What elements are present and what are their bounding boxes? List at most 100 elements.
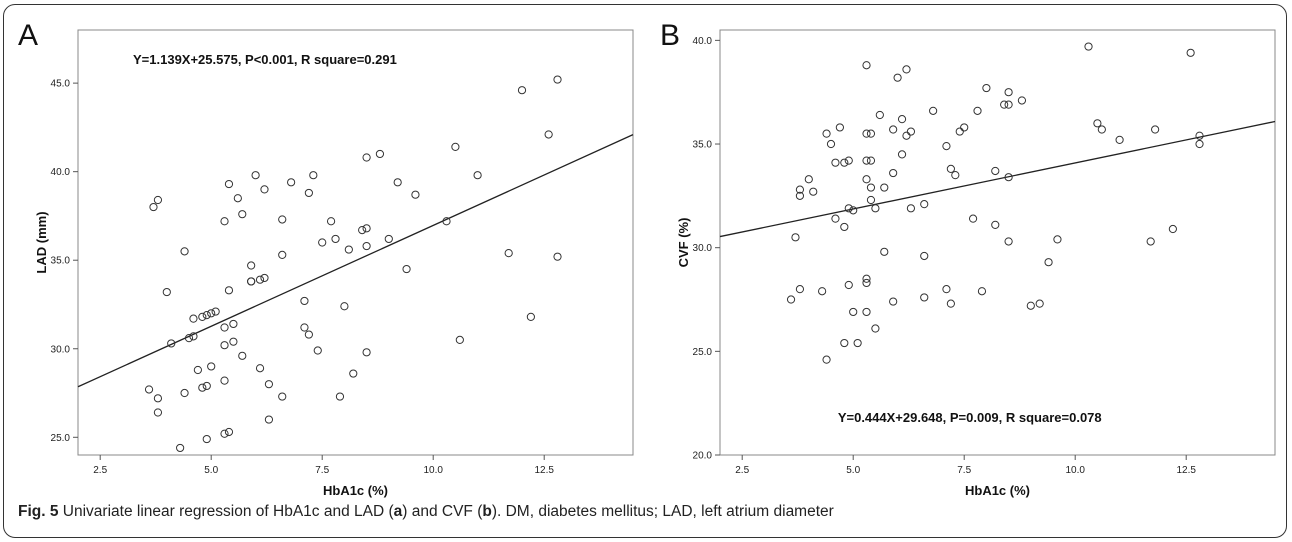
data-point-b [840, 158, 849, 167]
data-point-a [304, 330, 313, 339]
data-point-a [517, 86, 527, 95]
data-point-b [849, 307, 858, 317]
data-point-b [889, 168, 898, 178]
panel-letter-b: B [660, 19, 680, 52]
y-tick-label-b: 20.0 [693, 451, 713, 462]
data-point-a [278, 392, 287, 401]
data-point-b [844, 204, 853, 213]
caption-prefix: Fig. 5 [18, 503, 59, 520]
data-point-a [238, 210, 247, 219]
data-point-a [278, 215, 287, 224]
data-point-a [176, 443, 185, 453]
plot-area-a [77, 29, 634, 456]
data-point-b [804, 175, 813, 184]
data-point-a [264, 415, 274, 424]
data-point-b [818, 287, 827, 296]
data-point-b [835, 123, 844, 132]
data-point-a [362, 224, 371, 233]
caption-text-2: ) and CVF ( [402, 503, 483, 520]
data-point-b [786, 295, 796, 304]
data-point-a [255, 364, 265, 373]
y-axis-label-b: CVF (%) [676, 218, 691, 268]
y-tick-label-a: 25.0 [51, 433, 71, 444]
data-point-a [358, 226, 367, 235]
data-point-b [871, 204, 880, 213]
data-point-b [893, 73, 902, 82]
data-point-a [504, 249, 513, 258]
plot-area-b [719, 29, 1276, 456]
data-point-a [202, 434, 211, 444]
data-point-b [862, 129, 871, 138]
data-point-a [224, 179, 234, 189]
data-point-b [866, 156, 876, 165]
data-point-a [220, 376, 229, 385]
data-point-a [331, 234, 340, 244]
data-point-b [826, 139, 836, 149]
data-point-b [862, 61, 871, 70]
data-point-a [553, 252, 562, 261]
data-point-b [991, 166, 1000, 176]
data-point-a [451, 142, 460, 151]
data-point-b [862, 307, 871, 317]
data-point-b [906, 204, 916, 213]
data-point-a [180, 247, 189, 256]
data-point-a [318, 238, 327, 247]
data-point-a [384, 234, 393, 244]
data-point-a [229, 319, 238, 329]
caption-text-1: Univariate linear regression of HbA1c an… [58, 503, 394, 520]
x-tick-label-a: 12.5 [534, 465, 554, 476]
x-tick-label-b: 2.5 [735, 465, 749, 476]
caption-label-b: b [482, 503, 492, 520]
data-point-b [795, 191, 805, 200]
data-point-a [162, 287, 171, 297]
x-tick-label-a: 10.0 [423, 465, 443, 476]
data-point-b [1053, 235, 1062, 244]
data-point-b [862, 278, 871, 288]
data-point-b [1093, 119, 1102, 128]
regression-equation-a: Y=1.139X+25.575, P<0.001, R square=0.291 [133, 52, 397, 67]
data-point-b [880, 247, 889, 256]
data-point-b [920, 251, 929, 261]
data-point-b [866, 129, 876, 138]
x-tick-label-a: 7.5 [315, 465, 329, 476]
scatter-panel-b: 2.5 5.0 7.5 10.0 12.5 20.0 25.0 30.0 35.0 40.0 B Y=… [660, 19, 1276, 498]
data-point-b [822, 355, 831, 364]
y-axis-label-a: LAD (mm) [34, 211, 49, 273]
data-point-b [968, 214, 978, 223]
data-point-b [1044, 258, 1053, 267]
data-point-a [260, 273, 269, 283]
x-tick-label-a: 2.5 [93, 465, 107, 476]
data-point-b [866, 195, 876, 205]
caption-label-a: a [393, 503, 403, 520]
data-point-a [411, 190, 420, 199]
data-point-a [167, 339, 176, 348]
data-point-b [960, 123, 969, 132]
data-point-b [871, 324, 880, 333]
data-point-a [220, 429, 229, 438]
data-point-b [809, 187, 818, 196]
data-point-a [344, 245, 353, 254]
data-point-b [875, 110, 884, 120]
data-point-a [202, 311, 211, 320]
data-point-b [844, 156, 853, 165]
data-point-a [362, 153, 371, 162]
data-point-a [442, 217, 451, 226]
data-point-b [946, 299, 955, 308]
data-point-b [849, 206, 858, 215]
x-tick-label-b: 5.0 [846, 465, 860, 476]
data-point-a [207, 362, 216, 371]
data-point-a [553, 75, 562, 84]
data-point-b [853, 338, 862, 348]
data-point-a [326, 217, 336, 226]
data-point-a [362, 348, 371, 357]
data-point-b [1004, 88, 1013, 97]
x-axis-label-a: HbA1c (%) [323, 483, 388, 498]
data-point-b [1097, 125, 1106, 134]
data-point-a [193, 365, 202, 375]
data-point-b [831, 158, 840, 167]
y-tick-label-b: 30.0 [693, 243, 713, 254]
data-point-a [349, 369, 358, 378]
data-point-a [473, 171, 482, 180]
data-point-a [144, 385, 154, 394]
data-point-b [942, 141, 951, 151]
